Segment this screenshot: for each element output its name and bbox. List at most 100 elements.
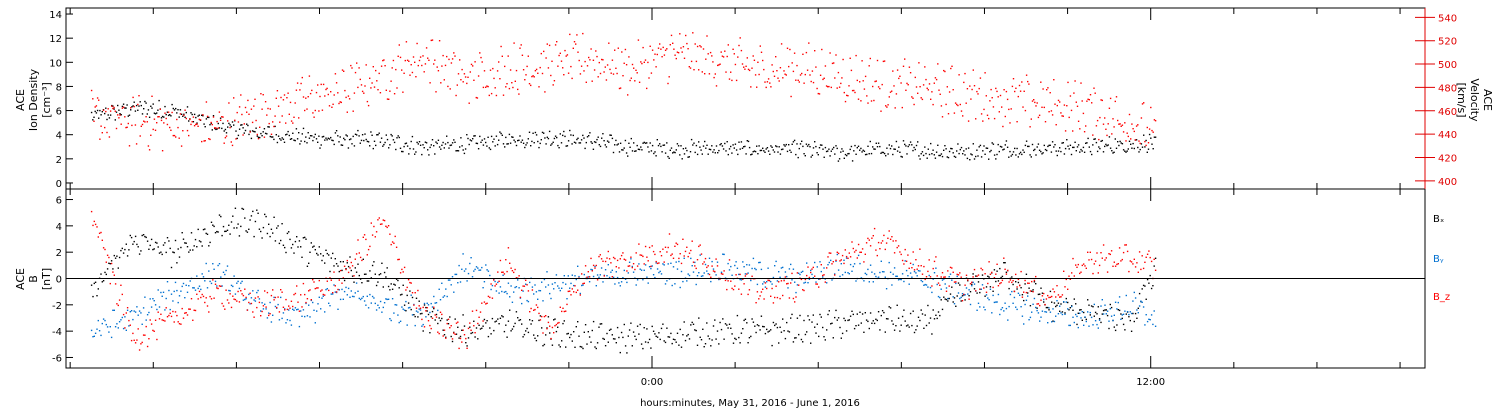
density-point	[776, 145, 778, 148]
by-point	[297, 308, 299, 310]
bz-point	[1017, 278, 1020, 281]
velocity-point	[1068, 116, 1070, 119]
velocity-point	[592, 59, 595, 61]
velocity-point	[521, 54, 524, 56]
by-point	[632, 271, 635, 273]
bz-point	[624, 259, 627, 261]
bx-point	[698, 317, 700, 319]
density-point	[599, 145, 602, 148]
by-point	[459, 281, 462, 283]
velocity-point	[148, 149, 151, 151]
bz-point	[600, 258, 603, 260]
velocity-point	[930, 98, 932, 100]
density-point	[1029, 154, 1031, 156]
bx-point	[787, 330, 789, 332]
velocity-point	[964, 72, 966, 75]
bz-point	[531, 289, 534, 291]
density-point	[660, 145, 662, 148]
bz-point	[743, 283, 745, 285]
density-point	[145, 102, 147, 104]
density-point	[192, 121, 195, 123]
velocity-point	[559, 52, 561, 54]
density-point	[642, 142, 644, 144]
velocity-point	[728, 78, 731, 80]
bz-point	[1079, 272, 1081, 275]
velocity-point	[233, 97, 235, 99]
velocity-point	[235, 138, 237, 140]
bz-point	[908, 267, 910, 269]
velocity-point	[1082, 112, 1085, 115]
velocity-point	[705, 58, 707, 60]
bx-point	[154, 241, 157, 244]
bz-point	[895, 240, 897, 242]
by-point	[643, 269, 645, 271]
bx-point	[856, 313, 858, 315]
velocity-point	[1104, 117, 1106, 119]
bz-point	[431, 317, 434, 319]
by-point	[718, 278, 720, 281]
bx-point	[959, 284, 961, 286]
density-point	[435, 141, 437, 143]
bz-point	[1096, 252, 1098, 254]
bz-point	[1122, 251, 1125, 254]
bz-point	[1104, 259, 1106, 261]
velocity-point	[870, 100, 873, 102]
by-point	[923, 284, 925, 286]
bx-point	[133, 240, 135, 243]
bx-point	[1081, 319, 1083, 321]
by-point	[675, 261, 677, 263]
velocity-point	[492, 67, 494, 70]
density-point	[495, 135, 498, 137]
bz-point	[562, 307, 564, 309]
by-point	[435, 302, 438, 304]
bz-point	[312, 279, 314, 281]
velocity-point	[1133, 130, 1135, 133]
bx-point	[285, 251, 287, 254]
density-point	[201, 114, 203, 116]
density-point	[251, 130, 254, 132]
density-point	[630, 137, 632, 140]
density-point	[605, 146, 608, 148]
density-point	[786, 150, 789, 153]
density-point	[198, 114, 200, 116]
velocity-point	[782, 77, 784, 79]
velocity-point	[309, 92, 312, 95]
bz-point	[683, 255, 685, 257]
velocity-point	[147, 145, 150, 147]
velocity-point	[1118, 123, 1120, 125]
bz-point	[1105, 257, 1107, 259]
density-point	[889, 147, 892, 150]
by-point	[935, 267, 937, 269]
density-point	[230, 125, 232, 128]
velocity-point	[416, 42, 418, 45]
bz-point	[196, 293, 198, 295]
velocity-point	[347, 95, 350, 97]
density-point	[300, 140, 302, 142]
bx-point	[574, 346, 576, 348]
velocity-point	[751, 67, 753, 69]
by-point	[557, 285, 559, 287]
bz-point	[439, 311, 442, 313]
bz-point	[97, 236, 99, 238]
bz-point	[192, 319, 194, 321]
by-point	[595, 285, 597, 287]
velocity-point	[295, 89, 298, 91]
bx-point	[627, 335, 629, 337]
velocity-point	[805, 51, 808, 54]
velocity-point	[1137, 124, 1139, 126]
bz-point	[234, 298, 237, 301]
by-point	[944, 283, 946, 285]
density-point	[746, 140, 748, 142]
bz-point	[803, 289, 805, 292]
velocity-point	[191, 121, 193, 123]
by-point	[683, 257, 685, 259]
density-point	[702, 145, 705, 147]
bx-point	[305, 238, 307, 240]
bx-point	[233, 227, 235, 229]
bx-point	[818, 335, 820, 338]
by-point	[877, 276, 880, 278]
bz-point	[534, 308, 536, 311]
density-point	[1064, 147, 1067, 150]
by-point	[579, 292, 581, 295]
velocity-point	[188, 134, 190, 137]
